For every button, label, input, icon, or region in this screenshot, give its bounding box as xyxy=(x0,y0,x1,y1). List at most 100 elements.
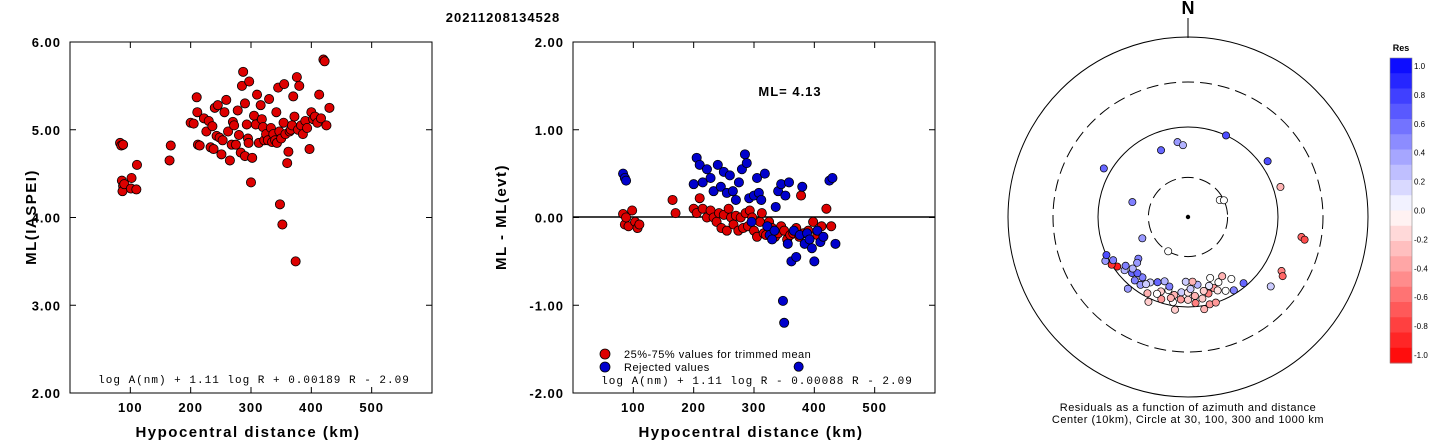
colorbar-cell xyxy=(1390,195,1412,211)
ml-point-red xyxy=(165,140,176,151)
polar-station-point xyxy=(1130,276,1139,285)
residual-point-blue xyxy=(769,225,780,236)
colorbar-tick-label: -1.0 xyxy=(1414,351,1428,360)
ml-point-red xyxy=(279,79,290,90)
residual-point-blue xyxy=(741,158,752,169)
colorbar-cell xyxy=(1390,256,1412,272)
polar-station-point xyxy=(1198,294,1207,303)
polar-station-point xyxy=(1177,288,1186,297)
colorbar-cell xyxy=(1390,317,1412,333)
ml-point-red xyxy=(217,135,228,146)
residual-point-blue xyxy=(746,216,757,227)
residual-point-red xyxy=(670,208,681,219)
ml-point-red xyxy=(216,149,227,160)
residual-xtick-label: 400 xyxy=(802,400,827,415)
residual-xtick-label: 100 xyxy=(621,400,646,415)
residual-ytick-label: 2.00 xyxy=(535,35,564,50)
colorbar-tick-label: -0.8 xyxy=(1414,322,1428,331)
polar-caption-line1: Residuals as a function of azimuth and d… xyxy=(1060,402,1316,414)
polar-station-point xyxy=(1206,273,1215,282)
polar-station-point xyxy=(1153,278,1162,287)
residual-point-red xyxy=(826,221,837,232)
colorbar-cell xyxy=(1390,286,1412,303)
ml-xtick-label: 400 xyxy=(299,400,324,415)
colorbar-tick-label: -0.2 xyxy=(1414,235,1428,244)
colorbar-cell xyxy=(1390,347,1412,364)
ml-point-red xyxy=(255,100,266,111)
colorbar-tick-label: -0.6 xyxy=(1414,293,1428,302)
residual-point-blue xyxy=(752,173,763,184)
residual-point-blue xyxy=(712,159,723,170)
colorbar-tick-label: 1.0 xyxy=(1414,62,1426,71)
polar-station-point xyxy=(1166,294,1175,302)
residual-point-blue xyxy=(818,231,829,242)
ml-point-red xyxy=(274,199,285,210)
ml-point-red xyxy=(208,144,219,155)
ml-ytick-label: 3.00 xyxy=(32,298,61,313)
ml-point-red xyxy=(219,107,230,118)
polar-station-point xyxy=(1160,277,1169,286)
polar-station-point xyxy=(1229,286,1238,295)
residual-point-red xyxy=(634,219,645,230)
residual-point-blue xyxy=(806,243,817,254)
colorbar-title: Res xyxy=(1393,43,1410,53)
polar-points xyxy=(1099,131,1309,314)
residual-plot-ylabel: ML - ML(evt) xyxy=(493,164,510,270)
ring-100km xyxy=(1097,126,1279,308)
north-label: N xyxy=(1182,0,1195,18)
ml-point-red xyxy=(291,72,302,83)
residual-point-blue xyxy=(759,168,770,179)
ml-residual-panel: 100 200 300 400 500 -2.00 -1.00 0.00 1.00 2.00 ML… xyxy=(493,35,936,441)
residual-point-red xyxy=(756,208,767,219)
ml-point-red xyxy=(244,76,255,87)
colorbar-cell xyxy=(1390,180,1412,196)
colorbar-cell xyxy=(1390,119,1412,135)
residual-point-blue xyxy=(733,177,744,188)
residual-point-red xyxy=(796,190,807,201)
polar-station-point xyxy=(1205,281,1214,290)
polar-station-point xyxy=(1138,234,1147,243)
polar-station-point xyxy=(1153,289,1161,298)
ml-point-red xyxy=(321,120,332,131)
ml-ytick-label: 6.00 xyxy=(32,35,61,50)
ring-1000km xyxy=(1007,36,1369,398)
ml-point-red xyxy=(282,158,293,169)
colorbar-cell xyxy=(1390,164,1412,181)
ml-xtick-label: 300 xyxy=(239,400,264,415)
colorbar-cell xyxy=(1390,149,1412,166)
colorbar-frame xyxy=(1389,57,1413,364)
ml-point-red xyxy=(315,113,326,124)
ml-plot-points xyxy=(115,54,335,267)
residual-point-blue xyxy=(827,173,838,184)
ml-point-red xyxy=(277,219,288,230)
polar-station-point xyxy=(1128,198,1137,207)
residual-point-blue xyxy=(779,317,790,328)
polar-station-point xyxy=(1213,286,1222,295)
residual-ytick-label: 1.00 xyxy=(535,123,564,138)
event-id-title: 20211208134528 xyxy=(446,10,561,25)
colorbar-cell xyxy=(1390,302,1412,318)
ml-point-red xyxy=(264,94,275,105)
ml-point-red xyxy=(289,111,300,122)
colorbar-tick-label: 0.6 xyxy=(1414,120,1426,129)
polar-station-point xyxy=(1221,286,1230,295)
residual-point-blue xyxy=(694,159,705,170)
ml-plot-ticks: 100 200 300 400 500 2.00 3.00 4.00 5.00 6.00 xyxy=(32,35,432,415)
polar-station-point xyxy=(1099,164,1108,173)
residual-point-blue xyxy=(727,186,738,197)
polar-station-point xyxy=(1121,261,1130,270)
polar-station-point xyxy=(1218,272,1227,281)
residual-colorbar: Res 1.0 0.8 0.6 0.4 0.2 0.0 -0.2 -0.4 -0.6 -0.8 -1… xyxy=(1389,43,1428,364)
residual-point-blue xyxy=(782,238,793,249)
polar-caption-line2: Center (10km), Circle at 30, 100, 300 an… xyxy=(1052,414,1324,426)
ml-point-red xyxy=(247,152,258,163)
residual-point-blue xyxy=(804,234,815,245)
ml-point-red xyxy=(212,100,223,111)
residual-plot-xlabel: Hypocentral distance (km) xyxy=(638,424,863,441)
ml-point-red xyxy=(294,80,305,91)
residual-point-blue xyxy=(739,149,750,160)
ml-point-red xyxy=(314,89,325,100)
epicenter-dot xyxy=(1185,214,1191,220)
colorbar-cell xyxy=(1390,332,1412,349)
